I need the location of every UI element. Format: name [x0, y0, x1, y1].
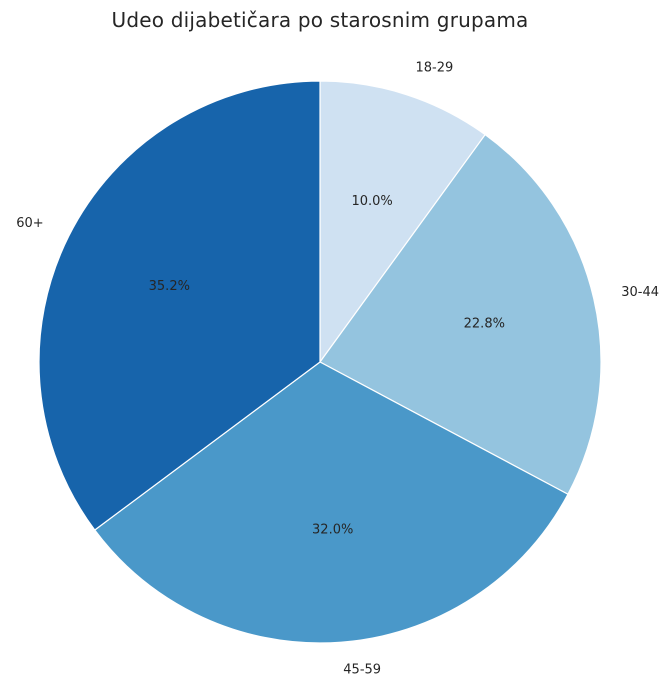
- slice-label-30-44: 30-44: [621, 285, 659, 300]
- slice-percent-18-29: 10.0%: [351, 194, 392, 209]
- slice-label-60+: 60+: [16, 216, 43, 231]
- pie-slice-18-29: [319, 80, 487, 364]
- pie-slice-60+: [38, 80, 321, 531]
- chart-title: Udeo dijabetičara po starosnim grupama: [111, 8, 529, 32]
- pie-slice-45-59: [93, 361, 569, 644]
- slice-percent-45-59: 32.0%: [312, 523, 353, 538]
- pie-labels: 18-29 10.0% 30-44 22.8% 45-59 32.0% 60+ 35.2%: [16, 61, 659, 678]
- pie-slice-30-44: [319, 133, 602, 496]
- slice-percent-30-44: 22.8%: [464, 317, 505, 332]
- slice-label-45-59: 45-59: [343, 663, 381, 678]
- pie-slices: [38, 80, 602, 644]
- slice-percent-60+: 35.2%: [149, 279, 190, 294]
- slice-label-18-29: 18-29: [416, 61, 454, 76]
